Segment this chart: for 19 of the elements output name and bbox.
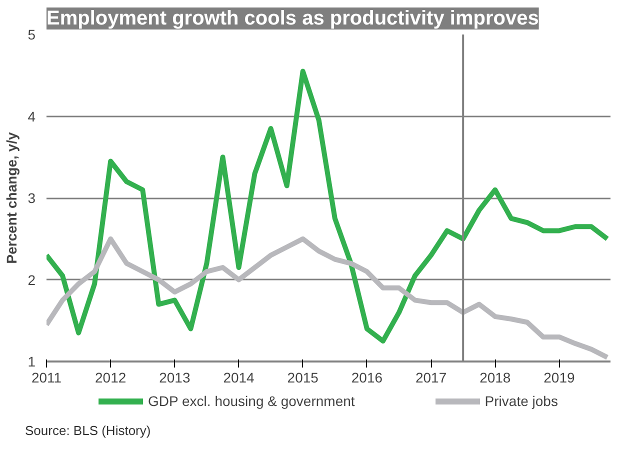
x-tick-label: 2016 xyxy=(351,370,383,386)
x-tick-label: 2011 xyxy=(31,370,62,386)
x-tick-label: 2019 xyxy=(544,370,576,386)
x-tick-label: 2013 xyxy=(159,370,190,386)
source-note: Source: BLS (History) xyxy=(25,422,151,440)
x-tick-label: 2018 xyxy=(480,370,511,386)
legend-label: GDP excl. housing & government xyxy=(148,393,355,409)
x-tick-label: 2014 xyxy=(223,370,255,386)
x-tick-label: 2012 xyxy=(95,370,126,386)
y-tick-label: 5 xyxy=(28,26,36,42)
y-tick-label: 4 xyxy=(28,108,36,124)
x-tick-label: 2015 xyxy=(287,370,319,386)
legend-label: Private jobs xyxy=(484,393,558,409)
chart-title: Employment growth cools as productivity improves xyxy=(46,8,539,30)
y-tick-label: 2 xyxy=(28,272,36,288)
y-axis-title: Percent change, y/y xyxy=(4,132,20,264)
x-tick-label: 2017 xyxy=(415,370,447,386)
y-tick-label: 3 xyxy=(28,190,36,206)
y-tick-label: 1 xyxy=(28,354,36,370)
